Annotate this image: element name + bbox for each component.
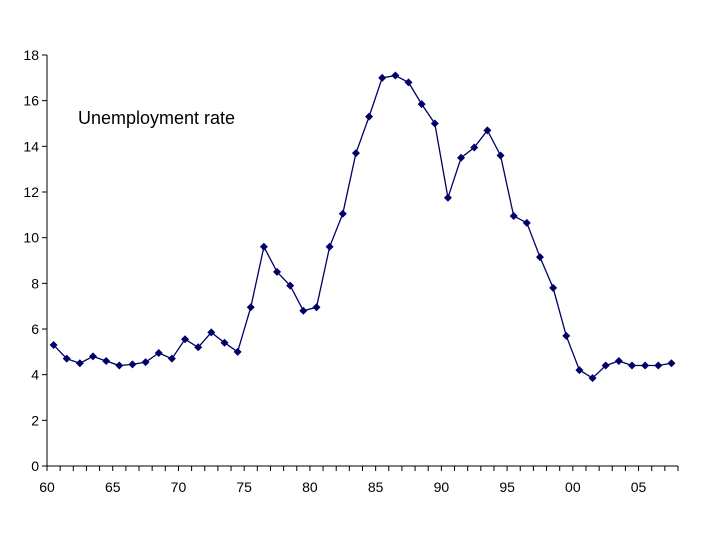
data-point (457, 153, 466, 162)
data-point (667, 359, 676, 368)
data-point (470, 143, 479, 152)
x-tick-label: 65 (105, 479, 121, 495)
y-axis-ticks: 0 2 4 6 8 10 12 14 16 18 (23, 47, 47, 474)
x-tick-label: 95 (499, 479, 515, 495)
data-point (299, 306, 308, 315)
x-tick-label: 70 (171, 479, 187, 495)
series-unemployment-rate (49, 71, 676, 383)
data-point (325, 242, 334, 251)
data-point (115, 361, 124, 370)
data-point (194, 343, 203, 352)
data-point (483, 126, 492, 135)
data-point (220, 338, 229, 347)
data-point (246, 303, 255, 312)
data-point (273, 267, 282, 276)
data-point (378, 73, 387, 82)
data-point (338, 209, 347, 218)
data-point (614, 356, 623, 365)
x-tick-label: 75 (236, 479, 252, 495)
y-tick-label: 14 (23, 138, 39, 154)
data-point (549, 283, 558, 292)
x-tick-label: 80 (302, 479, 318, 495)
y-tick-label: 4 (31, 367, 39, 383)
data-point (654, 361, 663, 370)
data-point (496, 151, 505, 160)
data-point (430, 119, 439, 128)
data-point (102, 356, 111, 365)
x-tick-label: 00 (565, 479, 581, 495)
data-point (365, 112, 374, 121)
data-point (167, 354, 176, 363)
data-point (75, 359, 84, 368)
data-point (351, 149, 360, 158)
data-point (601, 361, 610, 370)
data-point (417, 100, 426, 109)
data-point (233, 347, 242, 356)
data-point (562, 331, 571, 340)
y-tick-label: 6 (31, 321, 39, 337)
data-point (522, 218, 531, 227)
data-point (259, 242, 268, 251)
data-point (312, 303, 321, 312)
y-tick-label: 2 (31, 412, 39, 428)
x-tick-label: 85 (368, 479, 384, 495)
x-axis-ticks: 60 65 70 75 80 85 90 95 00 05 (39, 466, 679, 495)
y-tick-label: 8 (31, 275, 39, 291)
y-tick-label: 10 (23, 230, 39, 246)
x-tick-label: 60 (39, 479, 55, 495)
data-point (154, 348, 163, 357)
data-point (391, 71, 400, 80)
x-tick-label: 90 (434, 479, 450, 495)
chart-annotation: Unemployment rate (78, 108, 235, 128)
data-point (509, 211, 518, 220)
data-point (404, 78, 413, 87)
data-point (62, 354, 71, 363)
data-point (627, 361, 636, 370)
y-tick-label: 16 (23, 93, 39, 109)
data-point (89, 352, 98, 361)
data-point (575, 366, 584, 375)
data-point (141, 358, 150, 367)
y-tick-label: 18 (23, 47, 39, 63)
data-point (207, 328, 216, 337)
y-tick-label: 12 (23, 184, 39, 200)
data-point (588, 374, 597, 383)
x-tick-label: 05 (631, 479, 647, 495)
y-tick-label: 0 (31, 458, 39, 474)
data-point (535, 253, 544, 262)
data-point (128, 360, 137, 369)
data-point (641, 361, 650, 370)
data-point (181, 335, 190, 344)
data-point (286, 281, 295, 290)
data-point (49, 340, 58, 349)
data-point (443, 193, 452, 202)
